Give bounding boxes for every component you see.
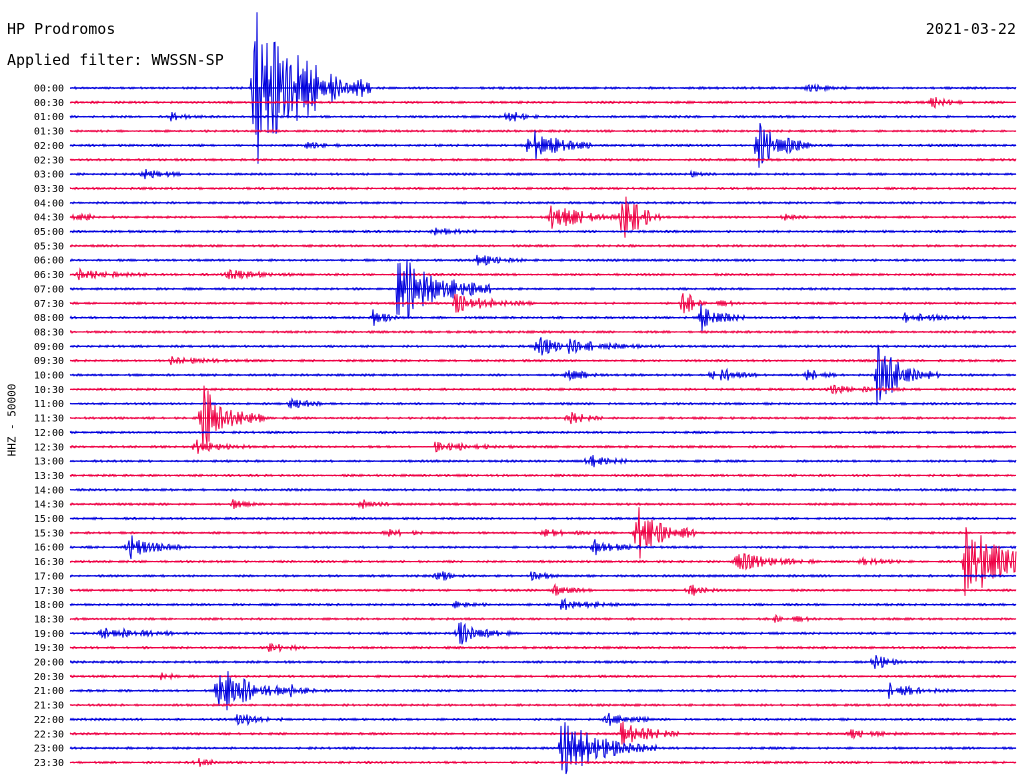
time-tick-label: 21:00 xyxy=(34,686,64,697)
time-tick-label: 19:30 xyxy=(34,643,64,654)
time-tick-label: 10:00 xyxy=(34,371,64,382)
time-tick-label: 15:00 xyxy=(34,514,64,525)
date-label: 2021-03-22 xyxy=(925,20,1016,38)
time-tick-label: 04:00 xyxy=(34,198,64,209)
time-tick-label: 07:30 xyxy=(34,299,64,310)
time-tick-label: 20:30 xyxy=(34,672,64,683)
time-tick-label: 19:00 xyxy=(34,629,64,640)
time-tick-label: 18:30 xyxy=(34,614,64,625)
time-tick-label: 02:00 xyxy=(34,141,64,152)
time-tick-label: 12:00 xyxy=(34,428,64,439)
time-tick-label: 05:00 xyxy=(34,227,64,238)
time-tick-label: 21:30 xyxy=(34,701,64,712)
time-tick-label: 00:00 xyxy=(34,84,64,95)
time-tick-label: 22:00 xyxy=(34,715,64,726)
trace-line xyxy=(69,671,1017,711)
time-tick-label: 16:00 xyxy=(34,543,64,554)
time-label-group: 00:00 00:30 01:00 01:30 02:00 02:30 03:00 03:30… xyxy=(34,84,64,769)
time-tick-label: 03:30 xyxy=(34,184,64,195)
time-tick-label: 01:00 xyxy=(34,112,64,123)
time-tick-label: 00:30 xyxy=(34,98,64,109)
trace-group xyxy=(69,12,1017,775)
time-tick-label: 09:00 xyxy=(34,342,64,353)
time-tick-label: 17:00 xyxy=(34,571,64,582)
time-tick-label: 13:00 xyxy=(34,457,64,468)
time-tick-label: 12:30 xyxy=(34,442,64,453)
time-tick-label: 13:30 xyxy=(34,471,64,482)
time-tick-label: 20:00 xyxy=(34,658,64,669)
time-tick-label: 16:30 xyxy=(34,557,64,568)
time-tick-label: 06:00 xyxy=(34,256,64,267)
time-tick-label: 04:30 xyxy=(34,213,64,224)
time-tick-label: 15:30 xyxy=(34,528,64,539)
time-tick-label: 09:30 xyxy=(34,356,64,367)
time-tick-label: 23:30 xyxy=(34,758,64,769)
time-tick-label: 18:00 xyxy=(34,600,64,611)
time-tick-label: 02:30 xyxy=(34,155,64,166)
time-tick-label: 03:00 xyxy=(34,170,64,181)
time-tick-label: 17:30 xyxy=(34,586,64,597)
station-title: HP Prodromos xyxy=(7,20,116,38)
filter-subtitle: Applied filter: WWSSN-SP xyxy=(7,51,224,69)
time-tick-label: 08:30 xyxy=(34,327,64,338)
time-tick-label: 01:30 xyxy=(34,127,64,138)
time-tick-label: 08:00 xyxy=(34,313,64,324)
time-tick-label: 05:30 xyxy=(34,241,64,252)
time-tick-label: 22:30 xyxy=(34,729,64,740)
time-tick-label: 14:30 xyxy=(34,500,64,511)
time-tick-label: 06:30 xyxy=(34,270,64,281)
time-tick-label: 11:30 xyxy=(34,414,64,425)
time-tick-label: 10:30 xyxy=(34,385,64,396)
time-tick-label: 14:00 xyxy=(34,485,64,496)
time-tick-label: 11:00 xyxy=(34,399,64,410)
time-tick-label: 23:00 xyxy=(34,744,64,755)
time-tick-label: 07:00 xyxy=(34,284,64,295)
